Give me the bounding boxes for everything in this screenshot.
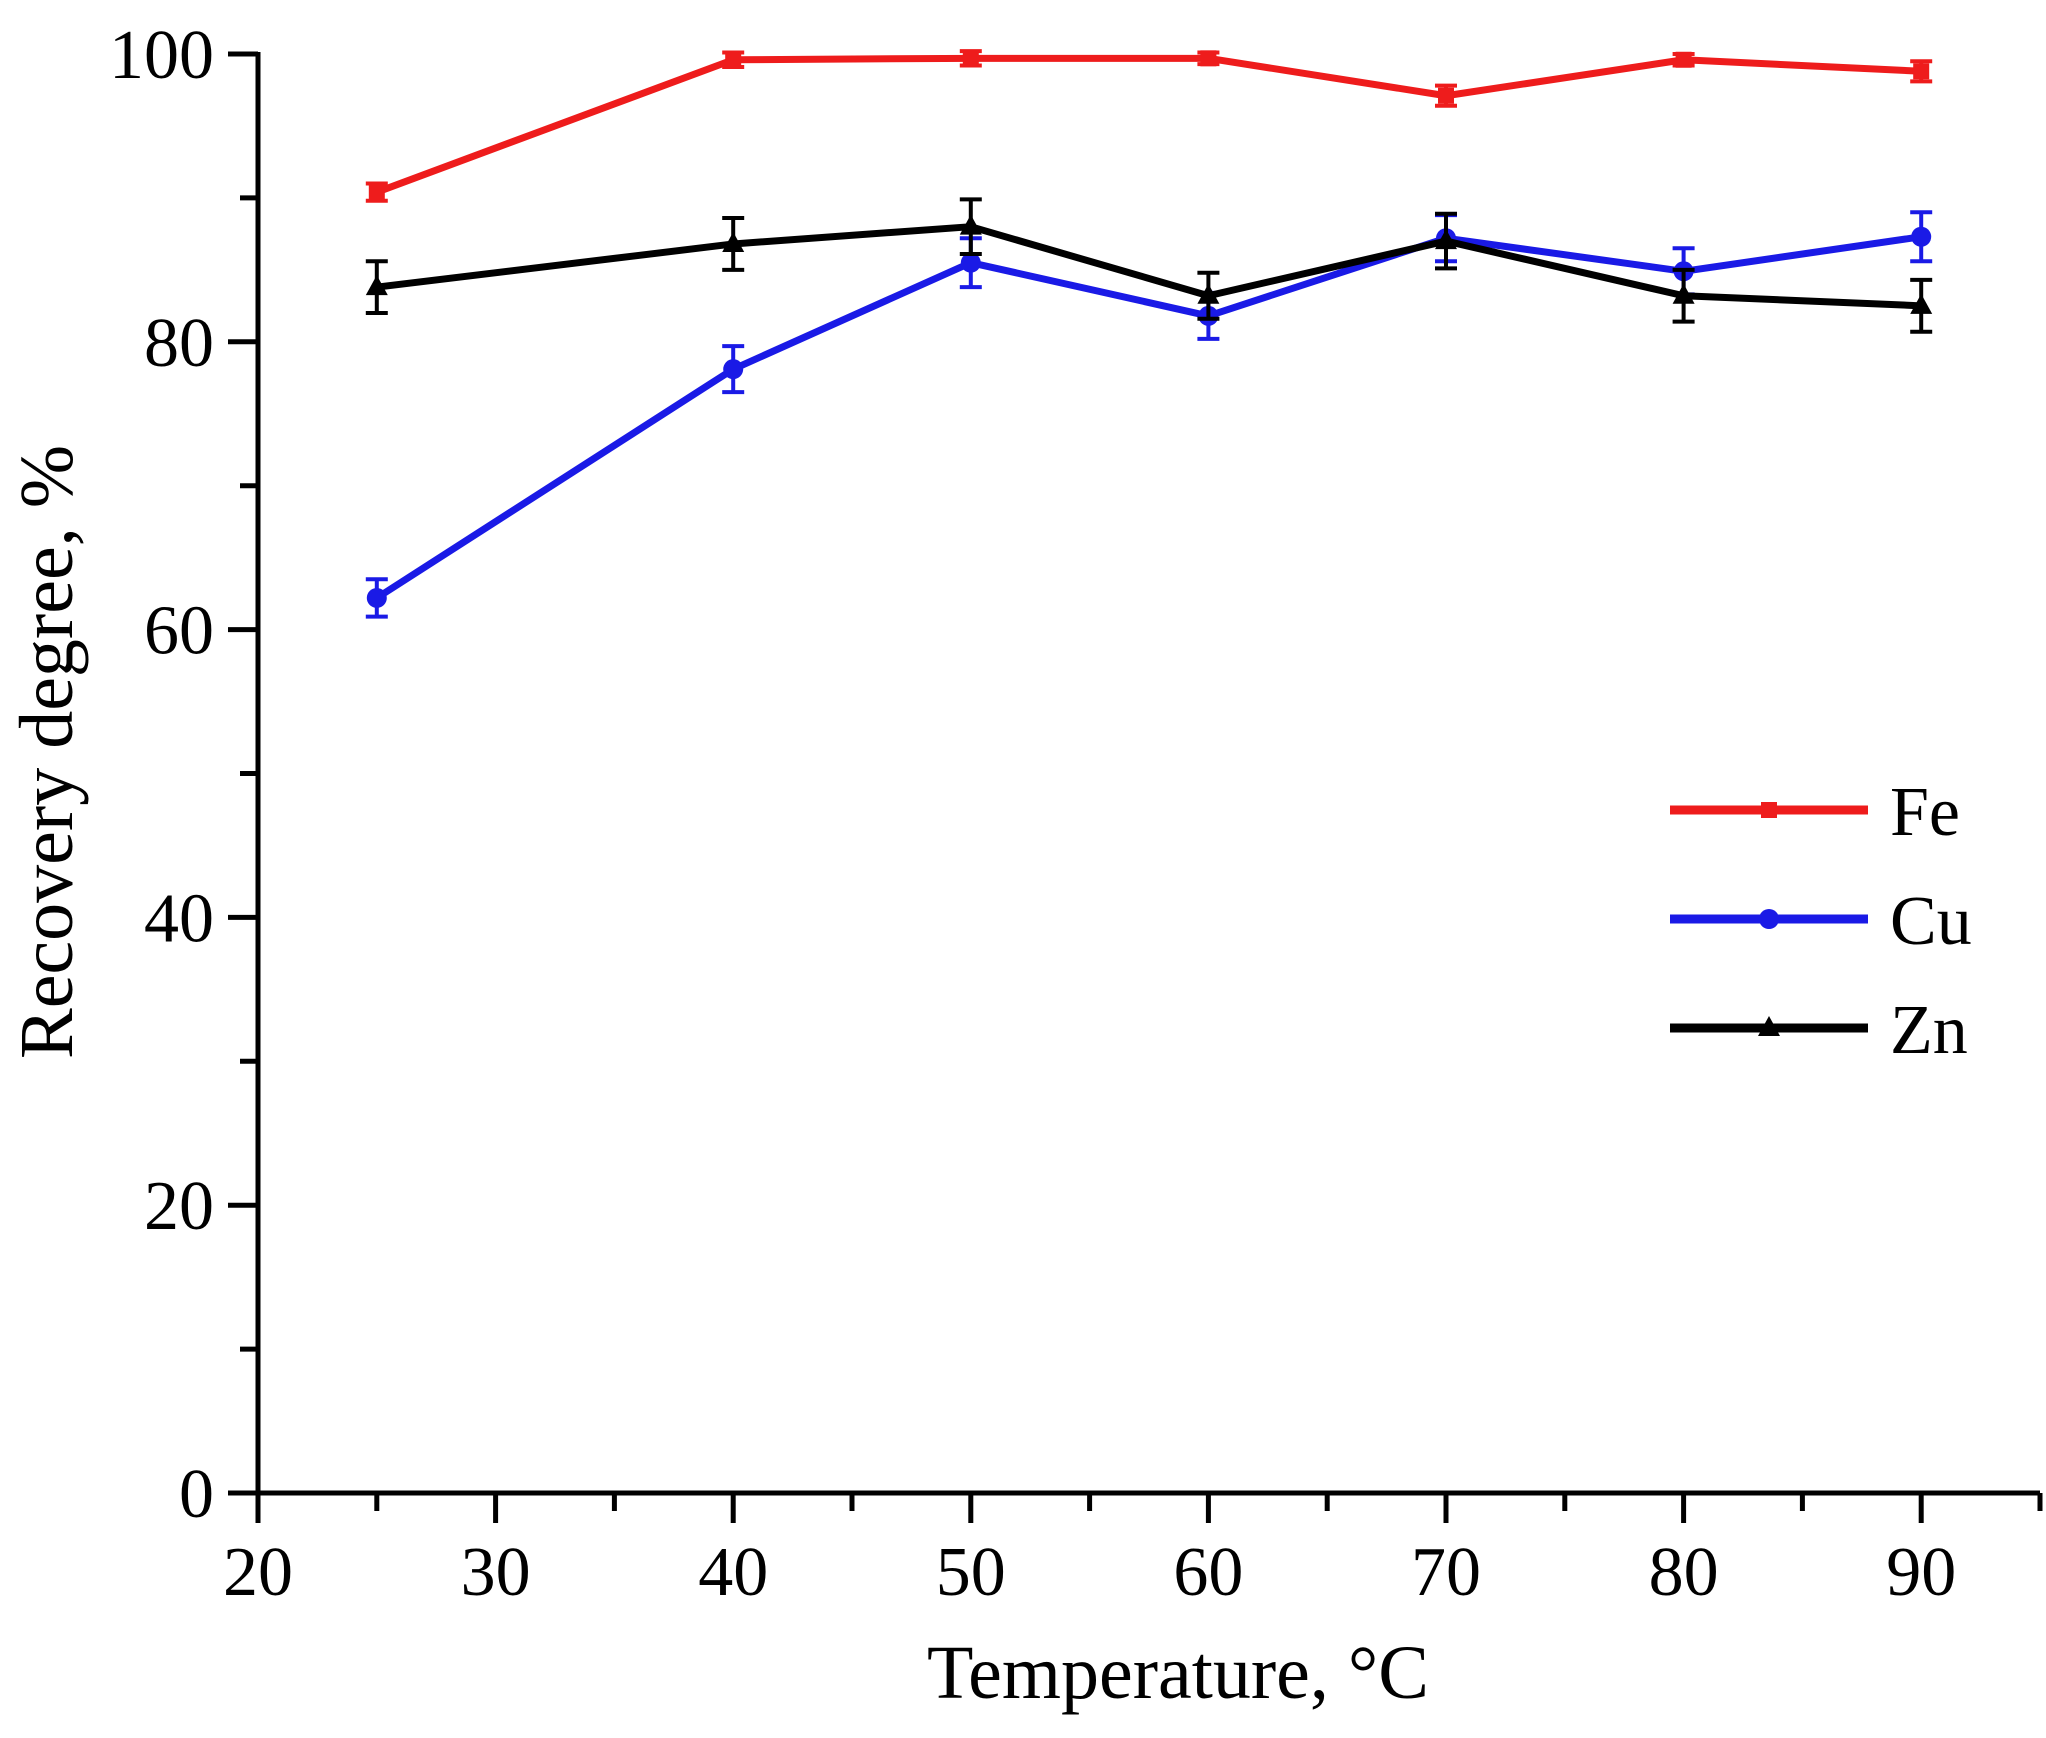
point-zn	[1435, 229, 1457, 250]
legend-marker-cu	[1759, 909, 1779, 929]
point-fe	[1200, 50, 1217, 67]
axes-layer	[228, 51, 2043, 1523]
x-tick-label: 60	[1173, 1534, 1243, 1611]
line-fe	[375, 54, 1922, 196]
x-tick-label: 80	[1649, 1534, 1719, 1611]
y-tick-label: 20	[144, 1168, 214, 1245]
line-cu	[374, 233, 1922, 601]
y-tick-label: 0	[179, 1456, 214, 1533]
x-tick-label: 20	[223, 1534, 293, 1611]
y-tick-label: 100	[109, 17, 214, 94]
point-cu	[1911, 226, 1932, 247]
legend-marker-zn	[1758, 1016, 1780, 1036]
point-zn	[1672, 283, 1695, 304]
legend: Fe Cu Zn	[1670, 774, 1972, 1069]
point-cu	[366, 587, 387, 608]
x-axis-title: Temperature, °C	[927, 1631, 1429, 1715]
legend-label-cu: Cu	[1890, 883, 1972, 960]
x-tick-label: 50	[936, 1534, 1006, 1611]
y-axis-title: Recovery degree, %	[5, 445, 89, 1059]
point-fe	[1675, 51, 1692, 68]
legend-label-zn: Zn	[1890, 992, 1968, 1069]
x-tick-label: 70	[1411, 1534, 1481, 1611]
legend-marker-fe	[1761, 802, 1777, 818]
series-fe	[365, 49, 1933, 203]
point-fe	[725, 51, 742, 68]
x-tick-label: 90	[1886, 1534, 1956, 1611]
series-cu	[365, 210, 1933, 619]
point-fe	[1913, 63, 1930, 80]
point-zn	[959, 214, 982, 235]
y-tick-label: 60	[144, 593, 214, 670]
x-tick-label: 40	[698, 1534, 768, 1611]
point-zn	[365, 275, 388, 296]
y-tick-label: 80	[144, 305, 214, 382]
y-tick-label: 40	[144, 880, 214, 957]
point-cu	[960, 252, 981, 273]
point-zn	[722, 231, 745, 252]
point-zn	[1197, 283, 1220, 304]
x-tick-label: 30	[461, 1534, 531, 1611]
point-cu	[723, 359, 744, 380]
point-fe	[1438, 87, 1454, 104]
point-fe	[368, 184, 385, 201]
legend-label-fe: Fe	[1890, 774, 1960, 851]
series-layer	[365, 49, 1933, 619]
series-zn	[365, 197, 1933, 334]
point-zn	[1910, 293, 1933, 314]
point-fe	[962, 50, 979, 67]
